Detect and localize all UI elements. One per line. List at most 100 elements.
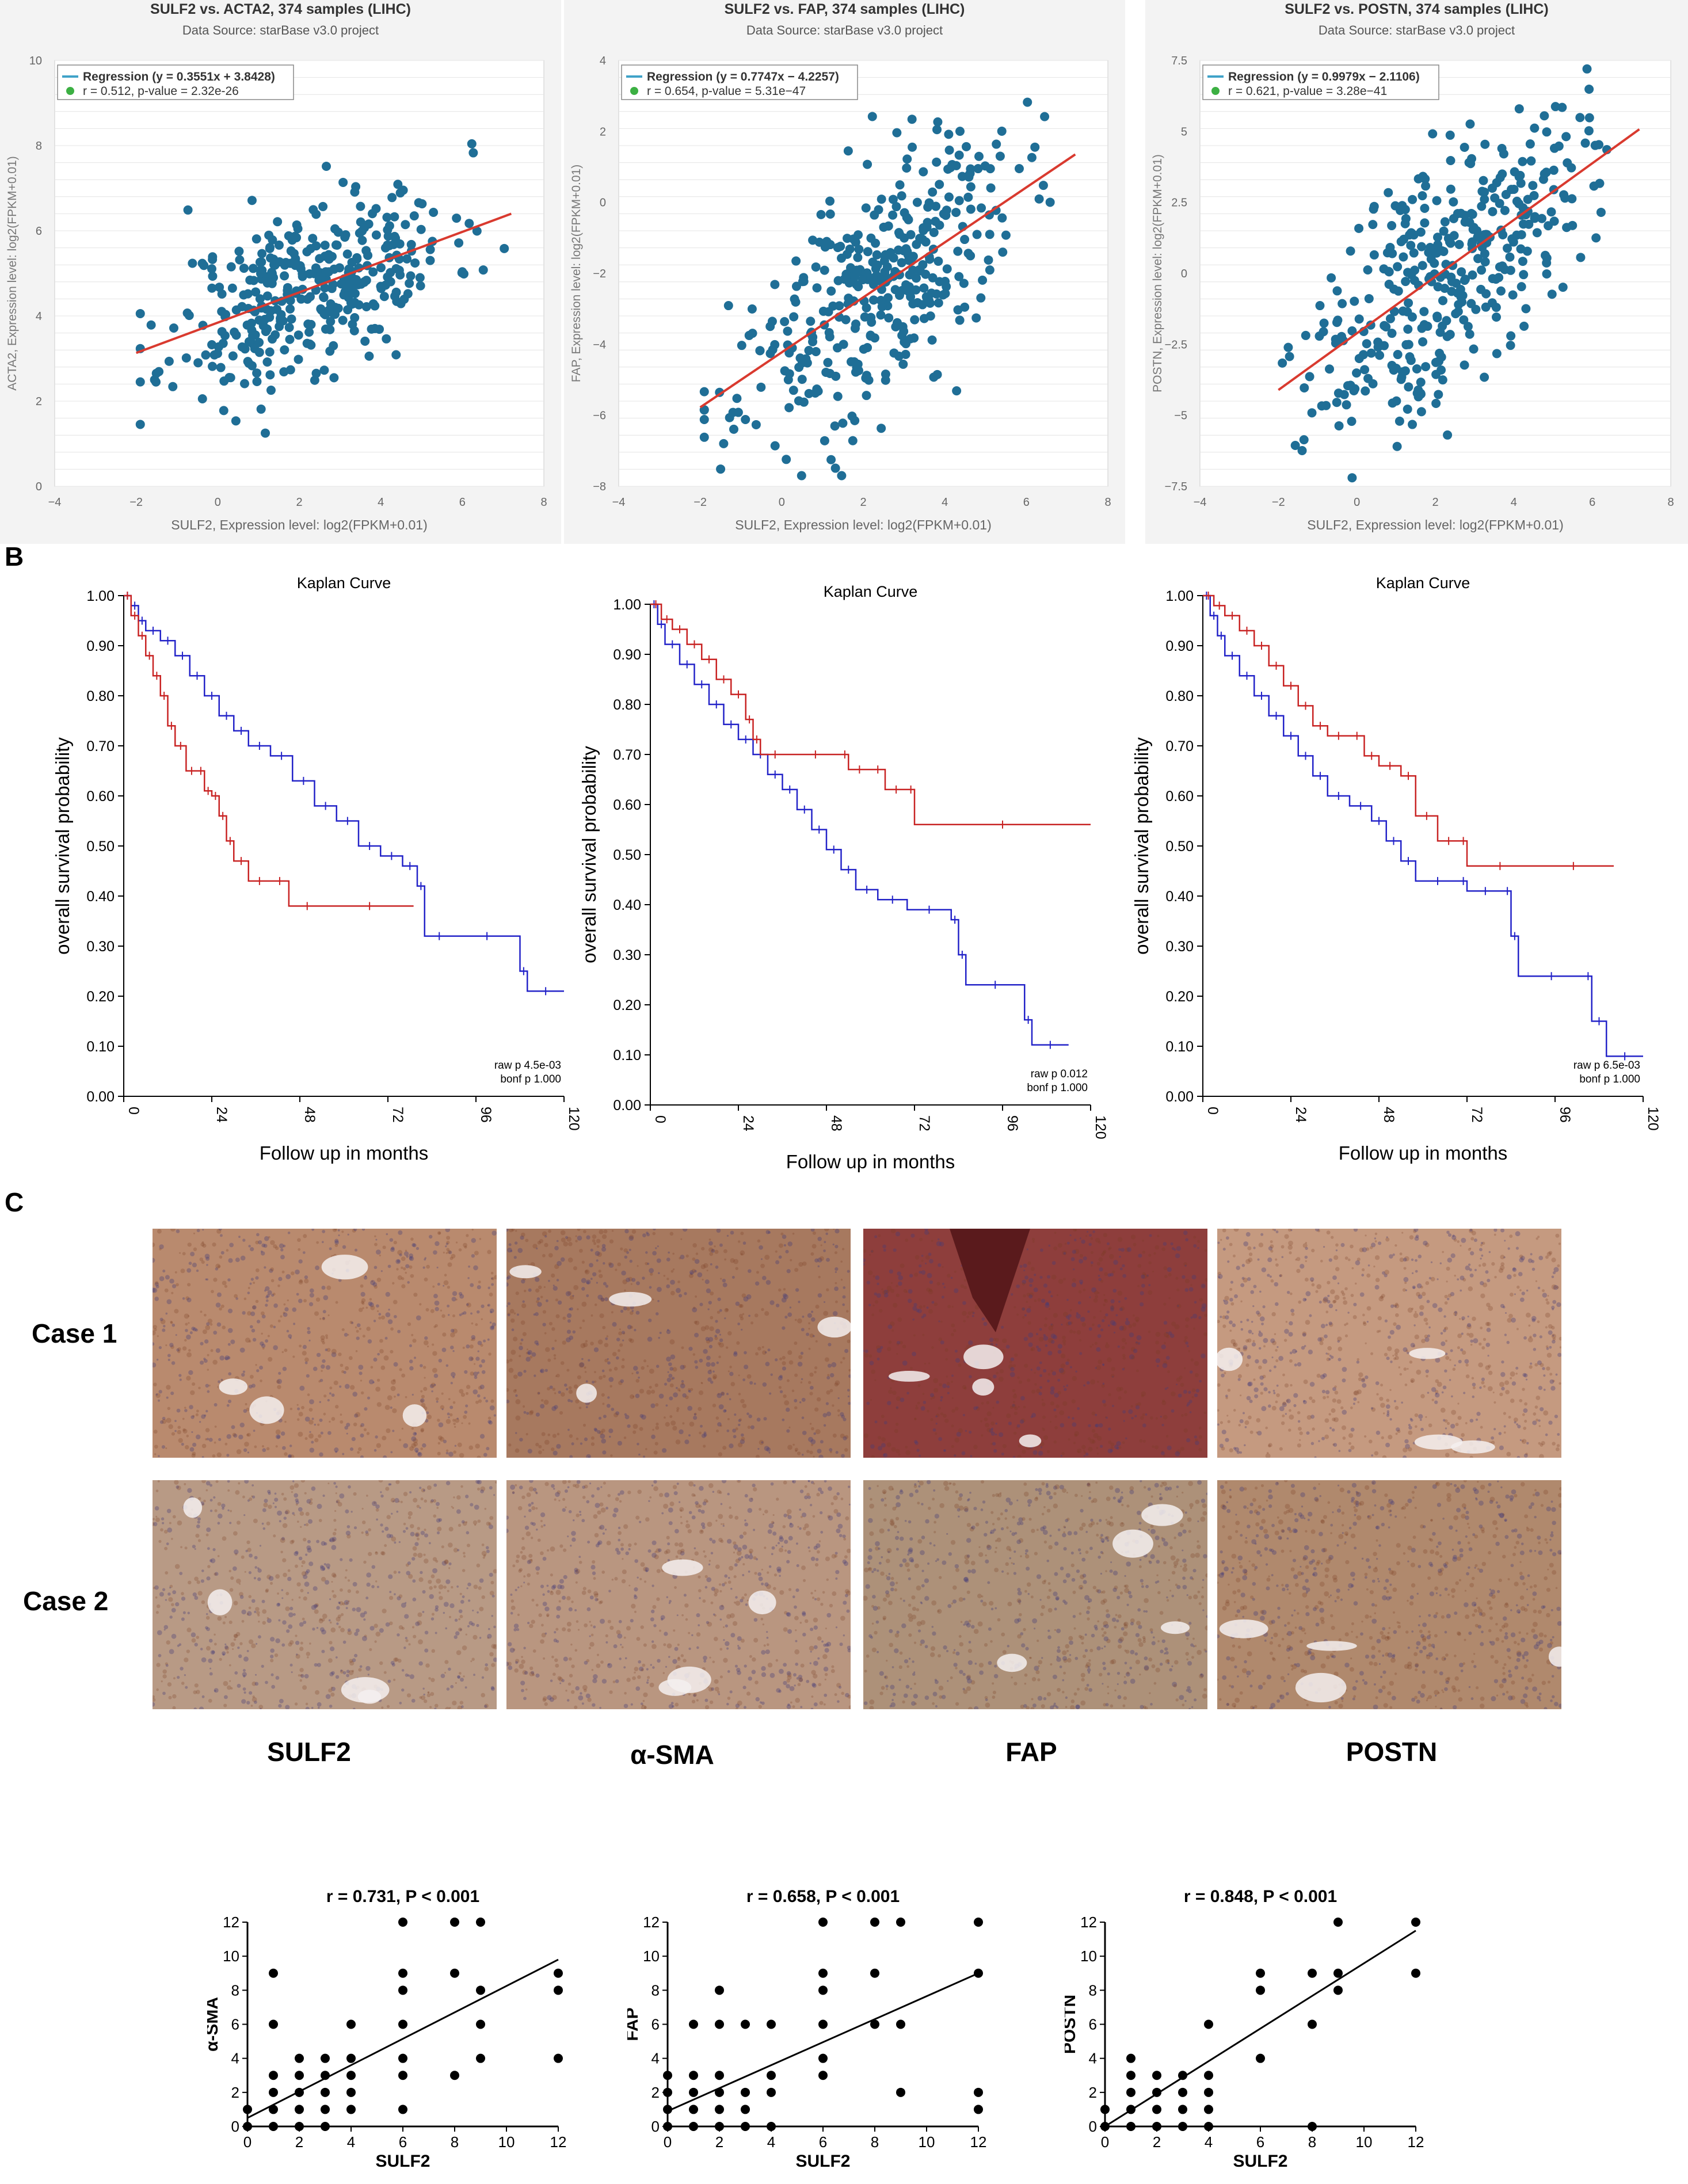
- cell-nucleus: [823, 1249, 826, 1252]
- cell-nucleus: [1116, 1441, 1121, 1446]
- cell-nucleus: [807, 1313, 812, 1318]
- cell-nucleus: [1068, 1321, 1072, 1325]
- cell-nucleus: [1022, 1307, 1026, 1311]
- data-point: [296, 294, 306, 304]
- cell-nucleus: [628, 1236, 634, 1241]
- cell-nucleus: [1013, 1306, 1016, 1309]
- cell-nucleus: [581, 1358, 584, 1360]
- data-point: [1369, 250, 1379, 260]
- cell-nucleus: [970, 1390, 973, 1392]
- data-point: [1430, 258, 1439, 268]
- cell-nucleus: [1089, 1234, 1092, 1237]
- cell-nucleus: [864, 1349, 868, 1354]
- cell-nucleus: [1102, 1364, 1104, 1366]
- cell-nucleus: [1394, 1244, 1397, 1247]
- cell-nucleus: [1316, 1284, 1322, 1289]
- cell-nucleus: [1468, 1286, 1473, 1291]
- cell-nucleus: [1471, 1230, 1476, 1236]
- cell-nucleus: [1064, 1242, 1067, 1245]
- cell-nucleus: [842, 1356, 845, 1360]
- cell-nucleus: [1493, 1229, 1498, 1232]
- cell-nucleus: [971, 1310, 974, 1314]
- cell-nucleus: [831, 1362, 837, 1367]
- cell-nucleus: [668, 1251, 670, 1254]
- cell-nucleus: [289, 1444, 292, 1447]
- cell-nucleus: [334, 1244, 338, 1247]
- cell-nucleus: [790, 1259, 792, 1261]
- cell-nucleus: [426, 1345, 429, 1348]
- data-point: [209, 350, 219, 360]
- cell-nucleus: [1020, 1396, 1025, 1401]
- cell-nucleus: [787, 1444, 792, 1450]
- cell-nucleus: [1121, 1325, 1127, 1331]
- cell-nucleus: [435, 1397, 439, 1401]
- cell-nucleus: [199, 1257, 204, 1261]
- cell-nucleus: [1460, 1275, 1465, 1280]
- data-point: [406, 239, 416, 249]
- data-point: [1554, 141, 1564, 151]
- cell-nucleus: [1382, 1455, 1387, 1458]
- cell-nucleus: [1488, 1364, 1491, 1368]
- cell-nucleus: [601, 1234, 607, 1240]
- cell-nucleus: [1202, 1285, 1205, 1288]
- data-point: [747, 304, 757, 314]
- cell-nucleus: [1139, 1439, 1143, 1443]
- cell-nucleus: [826, 1411, 832, 1416]
- cell-nucleus: [188, 1349, 191, 1352]
- cell-nucleus: [438, 1359, 443, 1363]
- cell-nucleus: [1096, 1347, 1101, 1352]
- cell-nucleus: [1128, 1409, 1133, 1415]
- cell-nucleus: [1430, 1261, 1433, 1264]
- data-point: [924, 295, 934, 305]
- cell-nucleus: [513, 1374, 518, 1379]
- cell-nucleus: [669, 1415, 673, 1419]
- data-point: [1457, 267, 1466, 277]
- cell-nucleus: [1042, 1415, 1046, 1419]
- cell-nucleus: [178, 1374, 182, 1377]
- cell-nucleus: [1042, 1427, 1044, 1430]
- data-point: [944, 192, 954, 202]
- data-point: [1409, 276, 1419, 285]
- cell-nucleus: [412, 1339, 417, 1343]
- cell-nucleus: [1446, 1230, 1450, 1234]
- cell-nucleus: [1359, 1292, 1365, 1297]
- data-point: [1459, 315, 1469, 325]
- cell-nucleus: [405, 1271, 407, 1274]
- cell-nucleus: [681, 1382, 684, 1385]
- cell-nucleus: [1555, 1447, 1560, 1451]
- cell-nucleus: [694, 1320, 698, 1324]
- cell-nucleus: [586, 1281, 590, 1285]
- cell-nucleus: [179, 1378, 182, 1381]
- cell-nucleus: [464, 1410, 468, 1414]
- cell-nucleus: [882, 1290, 887, 1295]
- cell-nucleus: [783, 1288, 786, 1291]
- cell-nucleus: [835, 1267, 839, 1271]
- cell-nucleus: [1150, 1416, 1153, 1420]
- cell-nucleus: [837, 1414, 840, 1417]
- cell-nucleus: [1225, 1315, 1229, 1320]
- cell-nucleus: [397, 1259, 400, 1263]
- cell-nucleus: [1268, 1444, 1271, 1447]
- cell-nucleus: [326, 1348, 331, 1352]
- cell-nucleus: [177, 1350, 181, 1354]
- cell-nucleus: [935, 1415, 938, 1418]
- cell-nucleus: [207, 1318, 213, 1324]
- cell-nucleus: [724, 1317, 726, 1320]
- cell-nucleus: [1535, 1396, 1541, 1400]
- cell-nucleus: [835, 1451, 839, 1454]
- cell-nucleus: [325, 1334, 328, 1337]
- cell-nucleus: [284, 1420, 287, 1423]
- cell-nucleus: [386, 1233, 388, 1236]
- cell-nucleus: [1229, 1242, 1233, 1247]
- cell-nucleus: [1353, 1229, 1358, 1232]
- data-point: [1419, 307, 1429, 317]
- data-point: [1438, 321, 1447, 331]
- cell-nucleus: [507, 1313, 510, 1317]
- cell-nucleus: [1501, 1360, 1504, 1364]
- cell-nucleus: [1046, 1275, 1051, 1279]
- cell-nucleus: [382, 1435, 387, 1440]
- data-point: [1516, 178, 1526, 188]
- cell-nucleus: [327, 1431, 331, 1435]
- cell-nucleus: [755, 1281, 760, 1286]
- cell-nucleus: [528, 1288, 532, 1292]
